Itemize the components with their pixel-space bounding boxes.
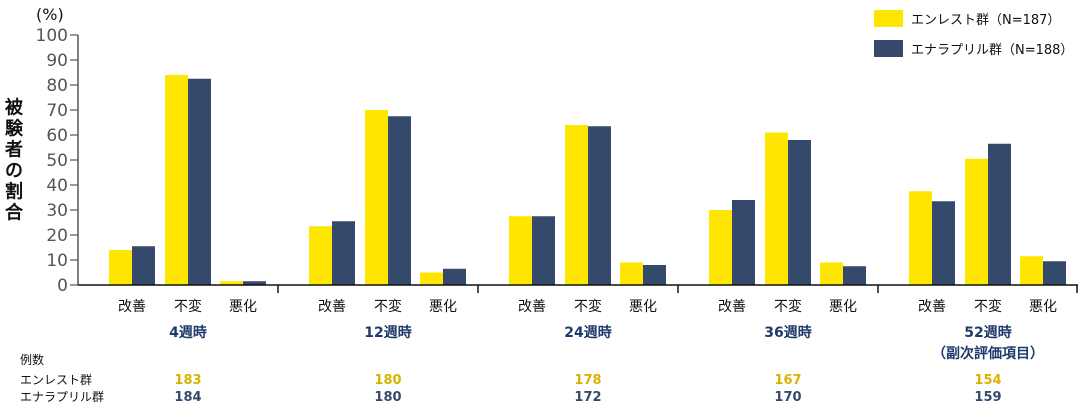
legend-swatch	[874, 40, 903, 57]
count-value: 170	[774, 390, 801, 405]
count-value: 180	[374, 390, 401, 405]
x-category-label: 不変	[974, 298, 1002, 315]
counts-row-label: エンレスト群	[20, 373, 92, 387]
y-tick-label: 0	[57, 276, 68, 296]
y-tick-label: 10	[46, 251, 68, 271]
count-value: 184	[174, 390, 201, 405]
bar-entresto	[909, 191, 932, 285]
bar-enalapril	[932, 201, 955, 285]
x-category-label: 改善	[318, 299, 346, 315]
x-category-label: 不変	[774, 298, 802, 315]
x-group-label: 12週時	[364, 324, 411, 341]
y-axis-label-char: 被	[5, 97, 24, 119]
bar-enalapril	[332, 221, 355, 285]
bar-enalapril	[732, 200, 755, 285]
count-value: 159	[974, 390, 1001, 405]
x-group-label: 52週時	[964, 324, 1011, 341]
x-category-label: 不変	[574, 298, 602, 315]
bar-enalapril	[643, 265, 666, 285]
legend-label: エナラプリル群（N=188）	[911, 43, 1073, 58]
bars	[109, 75, 1066, 285]
x-axis-categories: 改善 不変 悪化 改善 不変 悪化 改善 不変 悪化 改善 不変 悪化 改善 不変 悪化	[118, 298, 1057, 315]
bar-entresto	[820, 262, 843, 285]
bar-enalapril	[132, 246, 155, 285]
bar-entresto	[765, 132, 788, 285]
bar-entresto	[965, 158, 988, 285]
bar-entresto	[309, 226, 332, 285]
x-category-label: 改善	[518, 299, 546, 315]
legend-label: エンレスト群（N=187）	[911, 13, 1060, 28]
counts-row-label: エナラプリル群	[20, 390, 104, 404]
legend: エンレスト群（N=187） エナラプリル群（N=188）	[874, 10, 1073, 58]
bar-entresto	[565, 125, 588, 285]
y-axis-ticks: 0 10 20 30 40 50 60 70 80 90 100	[36, 26, 78, 296]
y-axis-label-char: 者	[4, 140, 23, 161]
x-category-label: 悪化	[629, 299, 657, 315]
y-axis-label-char: の	[5, 161, 23, 182]
count-value: 178	[574, 373, 601, 388]
y-tick-label: 60	[46, 126, 68, 146]
x-category-label: 悪化	[429, 299, 457, 315]
y-axis-label-char: 験	[5, 118, 24, 140]
bar-enalapril	[788, 140, 811, 285]
y-axis-label-char: 割	[5, 181, 23, 203]
y-tick-label: 40	[46, 176, 68, 196]
x-category-label: 悪化	[229, 299, 257, 315]
axes	[77, 35, 1078, 293]
bar-enalapril	[988, 143, 1011, 285]
x-category-label: 改善	[918, 299, 946, 315]
bar-entresto	[1020, 256, 1043, 285]
count-value: 167	[774, 373, 801, 388]
bar-entresto	[109, 250, 132, 285]
bar-enalapril	[532, 216, 555, 285]
bar-entresto	[509, 216, 532, 285]
bar-enalapril	[188, 78, 211, 285]
x-group-label: 24週時	[564, 324, 611, 341]
bar-enalapril	[243, 281, 266, 285]
count-value: 154	[974, 373, 1001, 388]
bar-entresto	[165, 75, 188, 285]
count-value: 172	[574, 390, 601, 405]
x-axis-groups: 4週時 12週時 24週時 36週時 52週時 （副次評価項目）	[169, 324, 1044, 362]
bar-enalapril	[588, 126, 611, 285]
bar-entresto	[420, 272, 443, 285]
bar-enalapril	[843, 266, 866, 285]
x-category-label: 不変	[174, 298, 202, 315]
x-group-label: 36週時	[764, 324, 811, 341]
legend-swatch	[874, 10, 903, 27]
x-group-sublabel: （副次評価項目）	[932, 345, 1044, 362]
bar-entresto	[365, 110, 388, 285]
y-tick-label: 70	[46, 101, 68, 121]
counts-header: 例数	[20, 352, 44, 367]
y-axis-label-char: 合	[5, 202, 24, 224]
x-category-label: 悪化	[1029, 299, 1057, 315]
x-category-label: 改善	[118, 299, 146, 315]
y-tick-label: 90	[46, 51, 68, 71]
x-category-label: 改善	[718, 299, 746, 315]
y-tick-label: 100	[36, 26, 68, 46]
x-category-label: 悪化	[829, 299, 857, 315]
y-tick-label: 30	[46, 201, 68, 221]
x-category-label: 不変	[374, 298, 402, 315]
y-tick-label: 80	[46, 76, 68, 96]
bar-enalapril	[388, 116, 411, 285]
y-unit-label: (%)	[36, 5, 64, 24]
bar-entresto	[620, 262, 643, 285]
bar-enalapril	[443, 268, 466, 285]
x-group-label: 4週時	[169, 324, 207, 341]
count-value: 183	[174, 373, 201, 388]
bar-entresto	[220, 281, 243, 285]
y-tick-label: 50	[46, 151, 68, 171]
bar-entresto	[709, 210, 732, 285]
y-tick-label: 20	[46, 226, 68, 246]
count-value: 180	[374, 373, 401, 388]
bar-enalapril	[1043, 261, 1066, 285]
